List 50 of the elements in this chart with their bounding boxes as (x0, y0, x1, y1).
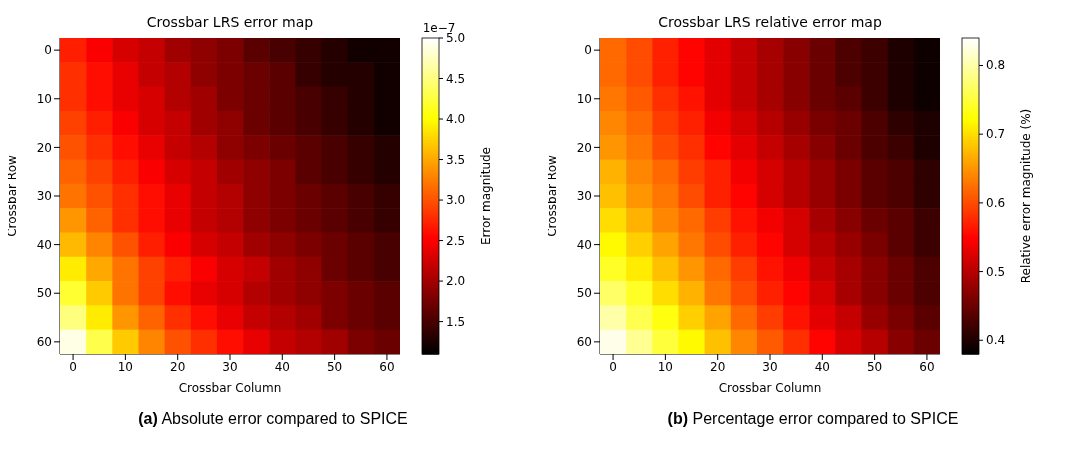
color-bar-label: 0.7 (986, 127, 1006, 142)
color-bar-title: Error magnitude (479, 147, 493, 245)
x-tick-label: 20 (170, 359, 186, 374)
x-tick-label: 20 (710, 359, 726, 374)
y-tick-label: 0 (44, 43, 52, 58)
y-tick-label: 20 (36, 140, 52, 155)
color-bar-label: 0.6 (986, 195, 1006, 210)
color-bar-label: 3.5 (446, 152, 466, 167)
chart-title: Crossbar LRS relative error map (657, 14, 883, 30)
text: (a) Absolute error compared to SPICE (137, 410, 409, 428)
y-tick-label: 60 (576, 335, 592, 350)
color-bar-label: 1.5 (446, 314, 466, 329)
y-tick-label: 50 (576, 286, 592, 301)
x-tick-label: 10 (117, 359, 134, 374)
y-tick-label: 20 (576, 140, 592, 155)
color-bar-label: 0.5 (986, 264, 1006, 279)
color-bar-label: 2.5 (446, 233, 466, 248)
color-bar-label: 0.8 (986, 58, 1006, 73)
x-tick-label: 60 (379, 359, 395, 374)
x-tick-label: 30 (762, 359, 778, 374)
y-tick-label: 40 (36, 237, 52, 252)
color-bar-label: 3.0 (446, 193, 466, 208)
y-tick-label: 30 (36, 189, 52, 204)
color-bar-label: 4.5 (446, 71, 466, 86)
y-tick-label: 10 (576, 92, 592, 107)
color-bar-label: 2.0 (446, 274, 466, 289)
x-axis-title: Crossbar Column (718, 381, 822, 395)
y-tick-label: 0 (584, 43, 592, 58)
y-tick-label: 30 (576, 189, 592, 204)
y-tick-label: 50 (36, 286, 52, 301)
y-axis-title: Crossbar Row (545, 155, 560, 237)
x-tick-label: 0 (69, 359, 77, 374)
color-bar-label: 4.0 (446, 112, 466, 127)
x-tick-label: 10 (657, 359, 674, 374)
x-tick-label: 50 (866, 359, 883, 374)
color-bar-title: Relative error magnitude (%) (1019, 108, 1033, 284)
x-tick-label: 60 (919, 359, 935, 374)
color-bar-label: 0.4 (986, 333, 1006, 348)
chart-title: Crossbar LRS error map (145, 14, 315, 30)
x-tick-label: 50 (326, 359, 343, 374)
y-tick-label: 40 (576, 237, 592, 252)
y-axis-title: Crossbar Row (5, 155, 20, 237)
y-tick-label: 10 (36, 92, 52, 107)
x-tick-label: 40 (274, 359, 290, 374)
text: (b) Percentage error compared to SPICE (666, 410, 960, 428)
x-axis-title: Crossbar Column (178, 381, 282, 395)
y-tick-label: 60 (36, 335, 52, 350)
x-tick-label: 30 (222, 359, 238, 374)
x-tick-label: 40 (814, 359, 830, 374)
x-tick-label: 0 (609, 359, 617, 374)
